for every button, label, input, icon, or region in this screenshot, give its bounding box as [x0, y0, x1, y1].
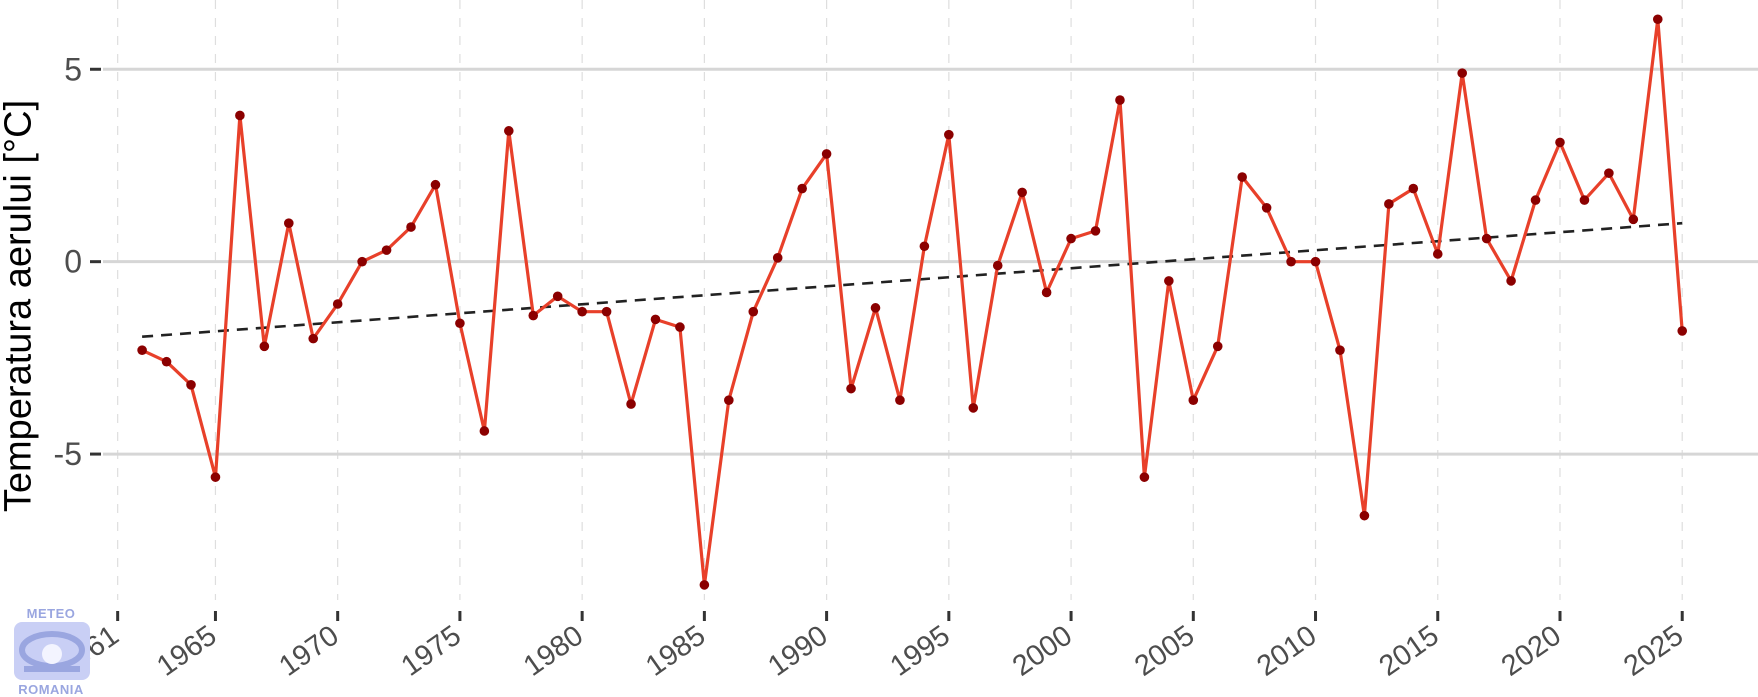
data-point-2016 [1457, 68, 1468, 78]
data-point-1993 [895, 395, 905, 406]
data-point-1978 [528, 310, 539, 321]
data-points [137, 14, 1688, 590]
data-point-2002 [1115, 95, 1125, 105]
data-point-1969 [308, 333, 319, 344]
data-point-2024 [1652, 14, 1663, 25]
trend-line [142, 221, 1683, 339]
data-point-1997 [992, 260, 1003, 271]
data-point-1988 [772, 253, 783, 263]
data-point-2007 [1237, 172, 1247, 182]
x-tick-label: 1965 [151, 620, 222, 683]
data-point-2000 [1066, 233, 1076, 244]
data-point-1982 [626, 399, 636, 409]
x-tick-label: 2020 [1496, 620, 1567, 683]
data-point-1998 [1017, 187, 1027, 198]
data-point-2022 [1604, 168, 1614, 178]
data-point-1975 [455, 318, 465, 329]
data-point-2004 [1164, 276, 1174, 286]
data-point-2012 [1359, 510, 1370, 521]
x-tick-label: 2025 [1618, 620, 1689, 683]
x-tick-label: 1985 [640, 620, 711, 683]
x-tick-label: 1970 [273, 620, 344, 683]
data-point-2008 [1261, 202, 1272, 213]
major-gridlines [103, 67, 1758, 456]
data-point-2001 [1090, 226, 1101, 236]
x-tick-label: 2005 [1129, 620, 1200, 683]
data-point-1971 [357, 256, 367, 267]
data-point-1967 [259, 341, 270, 352]
data-point-1994 [919, 241, 930, 252]
data-point-1992 [870, 303, 881, 313]
x-tick-labels: 1961196519701975198019851990199520002005… [53, 620, 1689, 683]
data-point-1974 [430, 179, 441, 190]
data-point-1972 [381, 245, 392, 255]
data-point-1976 [479, 426, 490, 436]
data-point-2020 [1555, 137, 1565, 148]
y-tick-label: 0 [64, 244, 82, 280]
data-point-1964 [186, 380, 196, 390]
x-tick-label: 2010 [1251, 620, 1322, 683]
linear-trend-line [142, 221, 1683, 339]
data-point-1980 [577, 306, 587, 317]
data-point-1977 [504, 126, 514, 136]
logo-bottom-text: ROMANIA [18, 682, 84, 697]
data-point-1984 [675, 322, 685, 332]
y-tick-labels: -5 0 5 [54, 51, 82, 472]
data-point-1989 [797, 183, 807, 194]
data-point-1979 [552, 291, 563, 302]
axis-ticks [90, 67, 1684, 621]
data-point-1983 [650, 314, 661, 325]
y-axis-label: Temperatura aerului [°C] [0, 99, 40, 513]
data-point-1990 [821, 149, 832, 159]
data-point-2011 [1335, 345, 1345, 355]
data-point-1970 [332, 299, 343, 309]
data-point-2006 [1212, 341, 1223, 352]
y-tick-label: -5 [54, 436, 82, 472]
series-line [141, 17, 1684, 587]
data-point-1996 [968, 403, 979, 413]
data-point-2005 [1188, 395, 1199, 406]
data-point-1968 [283, 218, 294, 228]
data-point-2010 [1310, 256, 1321, 267]
data-point-1966 [235, 110, 245, 121]
data-point-2015 [1432, 249, 1443, 259]
data-point-2018 [1506, 276, 1516, 286]
data-point-1981 [601, 306, 612, 317]
x-tick-label: 2015 [1374, 620, 1445, 683]
data-point-2021 [1579, 195, 1590, 205]
minor-gridlines [117, 0, 1683, 600]
data-point-2023 [1628, 214, 1639, 225]
meteo-romania-logo: METEO ROMANIA [6, 606, 96, 697]
data-point-1985 [699, 580, 710, 590]
x-tick-label: 1995 [885, 620, 956, 683]
data-point-2003 [1139, 472, 1150, 482]
data-point-1963 [161, 356, 172, 367]
data-point-2013 [1384, 199, 1394, 209]
data-point-2025 [1677, 326, 1688, 336]
x-tick-label: 1975 [396, 620, 467, 683]
data-point-2014 [1408, 183, 1419, 194]
x-tick-label: 1980 [518, 620, 589, 683]
data-point-2019 [1530, 195, 1541, 205]
logo-emblem-icon [14, 622, 90, 680]
x-tick-label: 1990 [762, 620, 833, 683]
temperature-series [141, 17, 1684, 587]
x-tick-label: 2000 [1007, 620, 1078, 683]
logo-top-text: METEO [26, 606, 76, 621]
data-point-1965 [210, 472, 221, 482]
data-point-1986 [724, 395, 734, 406]
data-point-2009 [1286, 256, 1296, 267]
data-point-1999 [1041, 287, 1052, 298]
data-point-2017 [1481, 233, 1492, 244]
data-point-1991 [846, 383, 856, 394]
data-point-1995 [944, 129, 954, 140]
y-tick-label: 5 [64, 51, 82, 87]
data-point-1962 [137, 345, 147, 355]
data-point-1973 [406, 222, 416, 232]
data-point-1987 [748, 306, 759, 317]
